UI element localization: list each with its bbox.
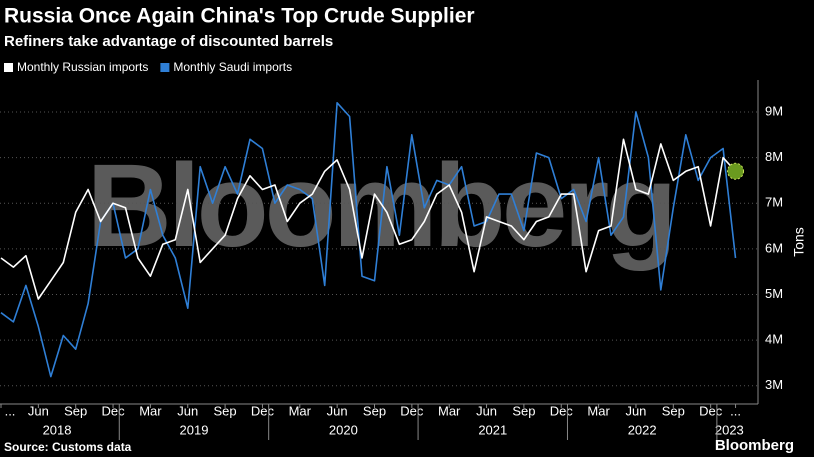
x-tick-label: Dec (550, 403, 574, 418)
x-tick-label: Jun (177, 403, 198, 418)
x-tick-label: Dec (101, 403, 125, 418)
line-series (0, 102, 737, 378)
year-label: 2018 (43, 422, 72, 437)
year-label: 2021 (478, 422, 507, 437)
y-tick-label: 3M (765, 377, 783, 392)
y-tick-label: 5M (765, 286, 783, 301)
y-tick-label: 4M (765, 332, 783, 347)
x-tick-label: Mar (438, 403, 461, 418)
watermark: Bloomberg (87, 140, 674, 272)
x-tick-label: Sep (512, 403, 535, 418)
legend-swatch (4, 63, 13, 72)
legend-label: Monthly Russian imports (17, 60, 148, 74)
x-tick-label: Sep (214, 403, 237, 418)
x-tick-label: Dec (400, 403, 424, 418)
x-tick-label: Sep (363, 403, 386, 418)
year-label: 2023 (715, 422, 744, 437)
line-series (0, 138, 737, 300)
x-tick-label: Mar (139, 403, 162, 418)
y-tick-label: 8M (765, 149, 783, 164)
highlight-point (727, 162, 745, 180)
year-label: 2019 (180, 422, 209, 437)
year-label: 2022 (628, 422, 657, 437)
source: Source: Customs data (4, 440, 132, 454)
y-tick-label: 6M (765, 240, 783, 255)
x-tick-label: Jun (625, 403, 646, 418)
chart-title: Russia Once Again China's Top Crude Supp… (4, 5, 475, 28)
x-tick-label: ... (5, 403, 16, 418)
x-tick-label: Jun (28, 403, 49, 418)
x-tick-label: ... (730, 403, 741, 418)
y-tick-label: 7M (765, 195, 783, 210)
x-tick-label: Sep (662, 403, 685, 418)
chart-subtitle: Refiners take advantage of discounted ba… (4, 33, 333, 50)
x-tick-label: Jun (327, 403, 348, 418)
x-tick-label: Dec (699, 403, 723, 418)
y-axis-title: Tons (791, 227, 807, 257)
x-tick-label: Dec (251, 403, 275, 418)
legend-label: Monthly Saudi imports (173, 60, 292, 74)
y-tick-label: 9M (765, 103, 783, 118)
year-label: 2020 (329, 422, 358, 437)
x-tick-label: Jun (476, 403, 497, 418)
x-tick-label: Mar (587, 403, 610, 418)
brand: Bloomberg (715, 437, 794, 454)
x-tick-label: Sep (64, 403, 87, 418)
x-tick-label: Mar (289, 403, 312, 418)
legend-swatch (160, 63, 170, 72)
